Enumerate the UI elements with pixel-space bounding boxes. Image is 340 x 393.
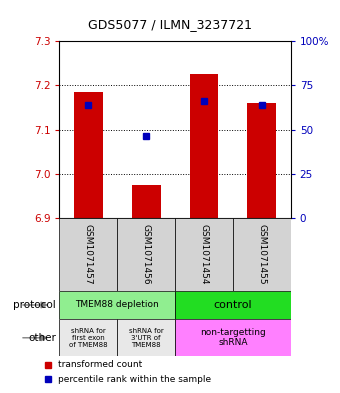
Text: shRNA for
first exon
of TMEM88: shRNA for first exon of TMEM88: [69, 328, 108, 348]
Bar: [132, 185, 161, 218]
Text: non-targetting
shRNA: non-targetting shRNA: [200, 328, 266, 347]
Bar: [190, 74, 218, 218]
Text: GSM1071454: GSM1071454: [200, 224, 208, 285]
Bar: [175, 218, 233, 291]
Text: shRNA for
3'UTR of
TMEM88: shRNA for 3'UTR of TMEM88: [129, 328, 164, 348]
Text: GSM1071457: GSM1071457: [84, 224, 93, 285]
Bar: [233, 218, 291, 291]
Text: GSM1071455: GSM1071455: [257, 224, 266, 285]
Text: GSM1071456: GSM1071456: [142, 224, 151, 285]
Bar: [175, 291, 291, 319]
Bar: [59, 218, 117, 291]
Bar: [117, 319, 175, 356]
Text: other: other: [28, 333, 56, 343]
Bar: [59, 319, 117, 356]
Text: transformed count: transformed count: [58, 360, 142, 369]
Bar: [247, 103, 276, 218]
Bar: [175, 319, 291, 356]
Text: TMEM88 depletion: TMEM88 depletion: [75, 301, 159, 309]
Text: GDS5077 / ILMN_3237721: GDS5077 / ILMN_3237721: [88, 18, 252, 31]
Bar: [74, 92, 103, 218]
Text: percentile rank within the sample: percentile rank within the sample: [58, 375, 211, 384]
Text: control: control: [214, 300, 252, 310]
Text: protocol: protocol: [13, 300, 56, 310]
Bar: [59, 291, 175, 319]
Bar: [117, 218, 175, 291]
